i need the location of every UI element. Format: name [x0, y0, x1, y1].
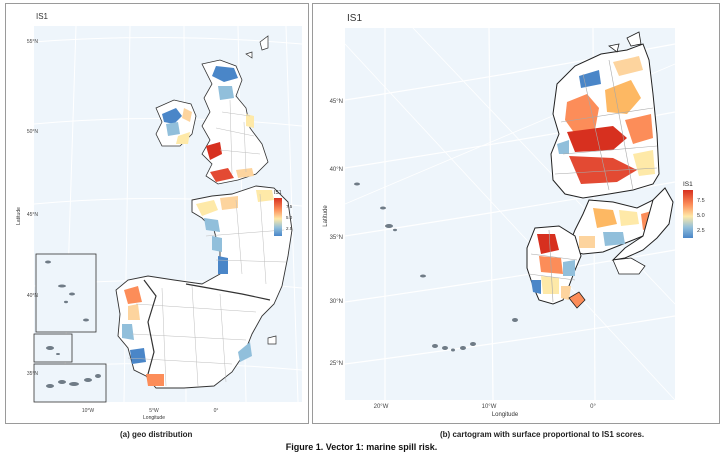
panel-a-legend-tick: 2.5	[286, 226, 293, 231]
inset-azores	[35, 253, 97, 333]
panel-b-legend-tick: 5.0	[697, 213, 705, 219]
panel-b-lat-tick: 25°N	[330, 361, 343, 367]
panel-a-lon-tick: 0°	[214, 408, 219, 414]
shetland-shape	[259, 35, 269, 51]
panel-a-legend-colorbar	[274, 198, 282, 236]
continent-shape	[115, 185, 293, 389]
panel-b-legend-title: IS1	[683, 181, 693, 188]
panel-b-lat-tick: 35°N	[330, 235, 343, 241]
panel-a-lon-tick: 10°W	[82, 408, 95, 414]
cartogram-north-shape	[550, 31, 660, 199]
panel-b-legend-colorbar	[683, 190, 693, 238]
inset-madeira	[33, 333, 73, 363]
cartogram-east-fringe	[611, 187, 674, 261]
panel-a-lat-tick: 45°N	[27, 212, 39, 218]
panel-a-legend-tick: 5.0	[286, 215, 293, 220]
panel-b-title: IS1	[347, 13, 363, 24]
cartogram-south-tip	[568, 291, 586, 309]
panel-a-geo-distribution: IS1	[5, 3, 309, 424]
panel-b-lon-tick: 0°	[590, 404, 596, 410]
cartogram-islands	[354, 182, 518, 352]
panel-b-cartogram: IS1	[312, 3, 720, 424]
panel-b-x-axis-label: Longitude	[492, 412, 519, 418]
cartogram-east-lower	[612, 257, 646, 275]
panel-a-lon-tick: 5°W	[149, 408, 159, 414]
panel-b-lat-tick: 40°N	[330, 167, 343, 173]
panel-a-x-axis-label: Longitude	[143, 415, 165, 421]
cartogram-iberia-shape	[526, 225, 582, 305]
panel-b-lon-tick: 10°W	[482, 404, 497, 410]
inset-canary	[33, 363, 107, 403]
panel-a-lat-tick: 55°N	[27, 39, 39, 45]
panel-b-lon-tick: 20°W	[374, 404, 389, 410]
panel-a-legend-title: IS1	[274, 190, 282, 196]
panel-a-lat-tick: 50°N	[27, 129, 39, 135]
panel-b-lat-tick: 30°N	[330, 299, 343, 305]
panel-a-y-axis-label: Latitude	[16, 207, 22, 225]
panel-b-caption: (b) cartogram with surface proportional …	[440, 430, 645, 439]
panel-a-lat-tick: 35°N	[27, 371, 39, 377]
ireland-shape	[155, 99, 197, 147]
panel-a-title: IS1	[36, 12, 49, 21]
panel-b-legend-tick: 7.5	[697, 198, 705, 204]
panel-a-caption: (a) geo distribution	[120, 430, 193, 439]
panel-b-lat-tick: 45°N	[330, 99, 343, 105]
panel-a-legend-tick: 7.5	[286, 204, 293, 209]
panel-a-map: 55°N 50°N 45°N 40°N 35°N 10°W 5°W 0° Lon…	[16, 25, 303, 421]
panel-b-y-axis-label: Latitude	[323, 205, 329, 227]
panel-b-map: 45°N 40°N 35°N 30°N 25°N 20°W 10°W 0° Lo…	[323, 27, 705, 418]
balearic-shape	[267, 335, 277, 345]
cartogram-middle-shape	[566, 199, 660, 255]
figure-caption: Figure 1. Vector 1: marine spill risk.	[285, 442, 438, 452]
orkney-shape	[245, 51, 253, 59]
great-britain-shape	[201, 59, 269, 185]
panel-a-lat-tick: 40°N	[27, 293, 39, 299]
panel-b-legend-tick: 2.5	[697, 228, 705, 234]
